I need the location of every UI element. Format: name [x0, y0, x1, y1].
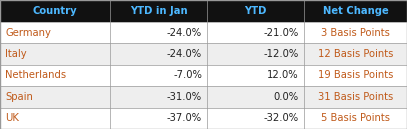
Text: 12 Basis Points: 12 Basis Points	[318, 49, 393, 59]
Bar	[0, 0, 407, 22]
Bar	[0, 86, 407, 108]
Text: Country: Country	[33, 6, 77, 16]
Bar	[0, 22, 407, 43]
Text: UK: UK	[5, 113, 19, 123]
Text: -32.0%: -32.0%	[264, 113, 299, 123]
Text: Germany: Germany	[5, 28, 51, 38]
Text: -24.0%: -24.0%	[167, 28, 202, 38]
Text: YTD: YTD	[244, 6, 267, 16]
Bar	[0, 65, 407, 86]
Text: 5 Basis Points: 5 Basis Points	[321, 113, 390, 123]
Text: 19 Basis Points: 19 Basis Points	[318, 71, 393, 80]
Text: -37.0%: -37.0%	[167, 113, 202, 123]
Bar	[0, 108, 407, 129]
Text: Italy: Italy	[5, 49, 26, 59]
Text: -31.0%: -31.0%	[167, 92, 202, 102]
Text: 31 Basis Points: 31 Basis Points	[318, 92, 393, 102]
Text: 12.0%: 12.0%	[267, 71, 299, 80]
Text: Net Change: Net Change	[323, 6, 388, 16]
Text: -7.0%: -7.0%	[173, 71, 202, 80]
Text: -21.0%: -21.0%	[264, 28, 299, 38]
Text: 0.0%: 0.0%	[274, 92, 299, 102]
Bar	[0, 43, 407, 65]
Text: -24.0%: -24.0%	[167, 49, 202, 59]
Text: YTD in Jan: YTD in Jan	[130, 6, 187, 16]
Text: Netherlands: Netherlands	[5, 71, 66, 80]
Text: 3 Basis Points: 3 Basis Points	[321, 28, 390, 38]
Text: -12.0%: -12.0%	[264, 49, 299, 59]
Text: Spain: Spain	[5, 92, 33, 102]
